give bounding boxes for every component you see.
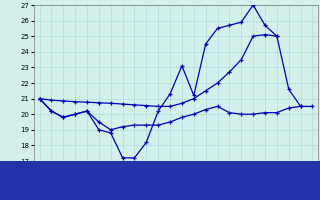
X-axis label: Graphe des températures (°c): Graphe des températures (°c) xyxy=(105,174,247,183)
